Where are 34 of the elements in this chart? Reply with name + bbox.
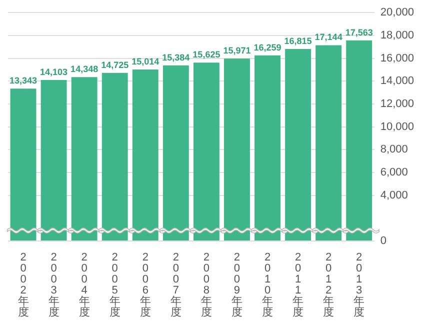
data-label: 15,971	[223, 46, 251, 56]
y-tick-label: 8,000	[380, 144, 408, 156]
y-tick-label: 16,000	[380, 52, 414, 64]
data-label: 16,259	[254, 42, 282, 52]
y-tick-label: 4,000	[380, 189, 408, 202]
x-tick-label: 2007年度	[170, 252, 182, 319]
x-tick-label: 2010年度	[262, 252, 273, 319]
data-label: 15,014	[132, 56, 160, 67]
data-label: 15,625	[192, 50, 220, 60]
data-label: 17,563	[345, 27, 373, 38]
data-label: 13,343	[10, 76, 38, 86]
y-tick-label: 18,000	[380, 29, 414, 42]
y-tick-label: 10,000	[380, 120, 414, 133]
x-tick-label: 2002年度	[18, 252, 29, 319]
y-tick-label: 6,000	[380, 166, 408, 179]
x-tick-label: 2006年度	[140, 252, 151, 319]
x-tick-label: 2009年度	[231, 252, 242, 319]
data-label: 14,348	[70, 64, 98, 74]
x-tick-label: 2008年度	[200, 252, 212, 319]
data-label: 17,144	[314, 32, 342, 42]
y-tick-label: 20,000	[380, 6, 414, 19]
x-tick-label: 2004年度	[78, 252, 90, 319]
x-tick-label: 2011年度	[292, 252, 304, 319]
y-tick-label: 12,000	[380, 98, 414, 110]
data-label: 16,815	[284, 36, 312, 46]
data-label: 15,384	[162, 52, 190, 62]
data-label: 14,103	[40, 66, 68, 77]
x-tick-label: 2005年度	[109, 252, 120, 319]
x-tick-label: 2013年度	[354, 252, 365, 319]
y-tick-label: 14,000	[380, 75, 414, 88]
x-tick-label: 2003年度	[48, 252, 60, 319]
x-tick-label: 2012年度	[323, 252, 334, 319]
y-tick-label: 0	[380, 235, 386, 248]
data-label: 14,725	[101, 60, 129, 70]
